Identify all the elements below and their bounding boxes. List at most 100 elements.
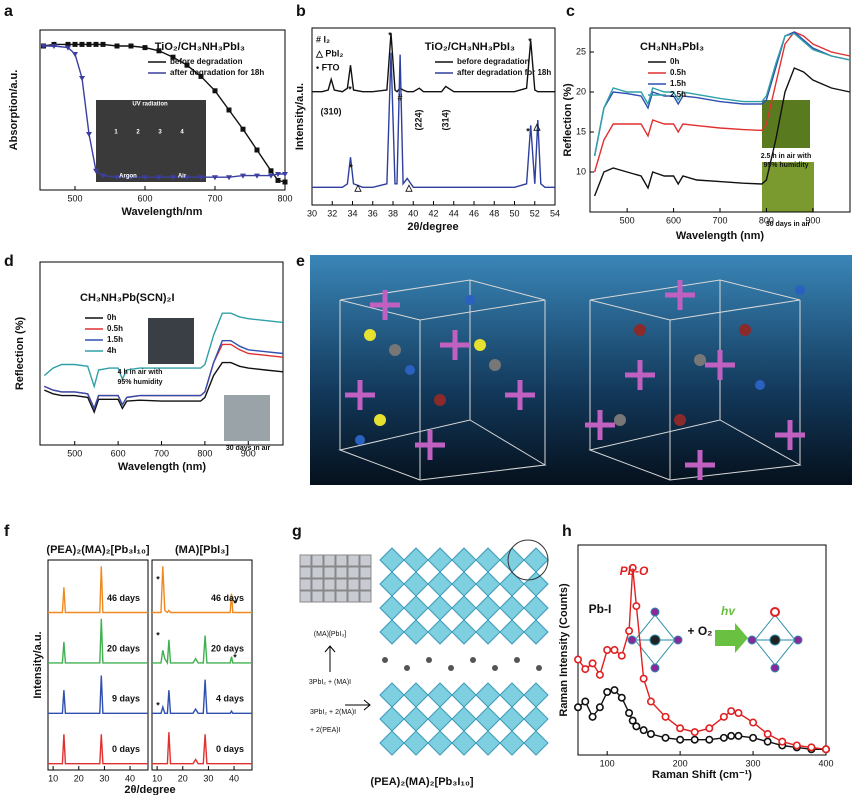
x-tick-label: 48 bbox=[489, 208, 499, 218]
series-label: 0 days bbox=[216, 744, 244, 754]
octahedron bbox=[379, 547, 405, 573]
organic-cation bbox=[492, 665, 498, 671]
marker bbox=[282, 172, 288, 177]
octahedron bbox=[523, 571, 549, 597]
y-tick-label: 10 bbox=[576, 166, 586, 176]
x-tick-label: 50 bbox=[509, 208, 519, 218]
marker bbox=[184, 175, 190, 181]
annotation: 4 bbox=[180, 130, 184, 136]
marker bbox=[275, 172, 281, 177]
panel-label: h bbox=[562, 523, 572, 540]
series-line bbox=[43, 312, 284, 389]
marker bbox=[184, 62, 190, 68]
marker bbox=[79, 41, 85, 47]
octahedron bbox=[323, 566, 336, 579]
series-line bbox=[48, 566, 148, 614]
x-axis-label: 2θ/degree bbox=[407, 221, 458, 233]
marker bbox=[763, 737, 772, 746]
chart-title: (MA)[PbI₃] bbox=[175, 544, 229, 556]
diagram-label: + 2(PEA)I bbox=[310, 727, 341, 734]
octahedron-icons bbox=[627, 607, 803, 673]
diagram-label: 3PbI₂ + 2(MA)I bbox=[310, 709, 356, 716]
octahedron bbox=[403, 595, 429, 621]
marker bbox=[198, 175, 204, 181]
marker bbox=[690, 728, 699, 737]
x-axis-label: Raman Shift (cm⁻¹) bbox=[652, 769, 752, 781]
annotation: * bbox=[156, 630, 160, 640]
marker bbox=[198, 73, 204, 79]
octahedron bbox=[379, 682, 405, 708]
octahedron bbox=[335, 554, 348, 567]
legend-label: after degradation for 18h bbox=[457, 68, 551, 77]
octahedron bbox=[379, 619, 405, 645]
y-axis-label: Reflection (%) bbox=[14, 316, 26, 390]
marker bbox=[749, 718, 758, 727]
marker bbox=[792, 741, 801, 750]
octahedron bbox=[451, 571, 477, 597]
marker bbox=[639, 674, 648, 683]
legend-label: 0.5h bbox=[107, 324, 123, 333]
x-axis-label: Wavelength (nm) bbox=[676, 230, 765, 242]
octahedron bbox=[403, 619, 429, 645]
chart-title: CH₃NH₃PbI₃ bbox=[640, 41, 704, 53]
plot-frame bbox=[39, 29, 286, 191]
annotation: △ bbox=[405, 182, 414, 192]
legend-label: 0h bbox=[670, 57, 679, 66]
y-axis-label: Intensity/a.u. bbox=[32, 631, 44, 698]
y-tick-label: 25 bbox=[576, 46, 586, 56]
chart-title: (PEA)₂(MA)₂[Pb₃I₁₀] bbox=[46, 544, 150, 556]
marker bbox=[114, 43, 120, 49]
marker bbox=[573, 655, 582, 664]
octahedron bbox=[323, 554, 336, 567]
x-axis-label: Wavelength/nm bbox=[122, 206, 203, 218]
octahedron bbox=[311, 566, 324, 579]
x-tick-label: 800 bbox=[759, 215, 774, 225]
series-label: 20 days bbox=[107, 643, 140, 653]
annotation: Argon bbox=[119, 174, 137, 180]
octahedron bbox=[523, 706, 549, 732]
inset-photo bbox=[96, 100, 206, 182]
organic-cation bbox=[382, 657, 388, 663]
marker bbox=[100, 173, 106, 179]
x-tick-label: 800 bbox=[277, 193, 292, 203]
series-label: 46 days bbox=[107, 593, 140, 603]
octahedron bbox=[427, 706, 453, 732]
marker bbox=[72, 52, 78, 57]
annotation: 4 h in air with bbox=[118, 369, 163, 376]
inset-photo bbox=[224, 395, 270, 441]
x-tick-label: 600 bbox=[666, 215, 681, 225]
octahedron bbox=[347, 578, 360, 591]
octahedron bbox=[523, 595, 549, 621]
marker bbox=[632, 602, 641, 611]
organic-cation bbox=[470, 657, 476, 663]
legend-label: 1.5h bbox=[107, 335, 123, 344]
annotation: + O₂ bbox=[687, 624, 712, 638]
annotation: * bbox=[156, 700, 160, 710]
zoom-circle bbox=[507, 539, 549, 581]
marker bbox=[170, 54, 176, 60]
marker bbox=[632, 722, 641, 731]
annotation: 2 bbox=[136, 130, 140, 136]
annotation: # bbox=[397, 92, 402, 102]
annotation: * bbox=[233, 652, 237, 662]
marker bbox=[226, 175, 232, 181]
annotation: • FTO bbox=[316, 62, 339, 72]
marker bbox=[240, 126, 246, 132]
x-axis-label: 2θ/degree bbox=[124, 784, 175, 795]
octahedron bbox=[311, 590, 324, 603]
series-line bbox=[577, 567, 827, 750]
octahedron bbox=[523, 730, 549, 756]
chart-title: CH₃NH₃Pb(SCN)₂I bbox=[80, 292, 175, 304]
x-tick-label: 46 bbox=[469, 208, 479, 218]
annotation: 30 days in air bbox=[226, 445, 271, 452]
marker bbox=[661, 712, 670, 721]
octahedron bbox=[403, 682, 429, 708]
annotation: UV radiation bbox=[132, 102, 168, 108]
marker bbox=[625, 626, 634, 635]
annotation: 95% humidity bbox=[763, 162, 808, 169]
octahedron bbox=[499, 619, 525, 645]
marker bbox=[142, 175, 148, 181]
octahedron bbox=[427, 595, 453, 621]
x-tick-label: 900 bbox=[241, 448, 256, 458]
octahedron bbox=[299, 590, 312, 603]
